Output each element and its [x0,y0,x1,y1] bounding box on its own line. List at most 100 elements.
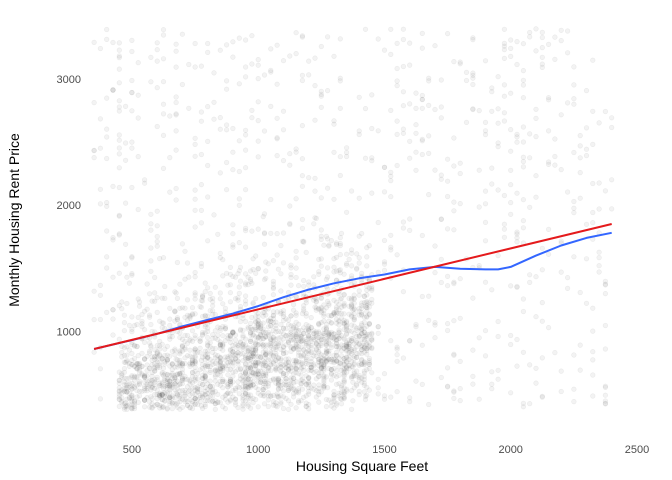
scatter-point [136,362,143,368]
scatter-point [293,366,299,372]
scatter-point [174,316,180,322]
scatter-point [316,382,322,388]
scatter-point [514,231,520,237]
scatter-point [179,361,185,367]
scatter-point [313,305,319,311]
scatter-point [326,302,332,308]
scatter-point [400,130,407,136]
x-tick-label: 2000 [498,444,522,456]
scatter-point [495,333,501,340]
scatter-point [184,402,191,409]
scatter-point [296,321,302,327]
scatter-point [177,348,183,354]
scatter-point [457,160,463,166]
scatter-point [173,290,179,296]
scatter-point [564,285,571,292]
scatter-point [338,304,345,310]
scatter-point [177,388,183,394]
scatter-point [354,340,360,346]
scatter-point [258,341,264,347]
scatter-point [400,36,407,43]
scatter-point [344,354,350,360]
scatter-point [202,289,208,295]
scatter-point [337,296,343,302]
scatter-point [337,78,343,84]
scatter-point [250,351,256,357]
scatter-point [258,321,264,327]
scatter-point [182,398,188,405]
scatter-point [298,365,304,371]
scatter-point [224,86,230,92]
scatter-point [349,348,355,354]
scatter-point [318,306,324,312]
scatter-point [268,378,274,384]
scatter-point [361,349,367,355]
scatter-point [318,336,324,342]
scatter-point [293,343,299,350]
scatter-point [577,289,583,296]
scatter-point [283,361,289,367]
scatter-point [539,44,545,51]
scatter-point [558,238,564,244]
scatter-point [476,204,482,210]
scatter-point [202,376,208,382]
scatter-point [270,312,277,319]
scatter-point [291,323,297,329]
scatter-point [217,341,223,347]
scatter-point [419,151,425,158]
scatter-point [394,78,400,84]
scatter-point [142,397,148,403]
scatter-point [400,63,407,70]
scatter-point [564,100,571,106]
scatter-point [602,346,609,352]
scatter-point [126,363,132,370]
scatter-point [407,40,413,46]
scatter-point [124,300,130,307]
scatter-point [147,291,153,297]
scatter-point [240,395,246,401]
scatter-point [147,340,153,346]
scatter-point [121,312,127,318]
scatter-point [419,293,425,300]
scatter-point [489,386,495,392]
scatter-point [255,322,261,329]
scatter-point [177,359,183,366]
scatter-point [243,132,249,138]
scatter-point [253,327,259,333]
scatter-point [520,218,527,224]
scatter-point [189,361,196,367]
scatter-point [318,236,324,242]
scatter-point [293,146,299,152]
scatter-point [225,335,231,341]
scatter-point [312,304,318,310]
scatter-point [361,293,367,300]
scatter-point [298,327,304,334]
scatter-point [149,362,155,368]
scatter-point [354,354,360,361]
scatter-point [154,351,160,357]
scatter-point [301,364,307,370]
scatter-point [136,299,143,305]
scatter-point [346,295,352,302]
scatter-point [243,64,249,70]
scatter-point [432,335,438,341]
scatter-point [116,388,122,394]
scatter-point [167,322,173,329]
scatter-point [501,40,508,47]
scatter-point [142,374,148,381]
scatter-point [265,318,271,325]
scatter-point [255,404,261,410]
scatter-point [245,358,251,364]
scatter-point [293,379,299,385]
scatter-point [144,306,150,312]
scatter-point [202,353,208,360]
scatter-point [275,381,282,388]
scatter-point [344,261,350,267]
scatter-point [243,147,249,153]
scatter-point [167,399,173,405]
scatter-point [189,354,196,360]
scatter-point [227,378,233,384]
scatter-point [142,404,148,410]
scatter-point [198,357,204,364]
scatter-point [590,141,596,147]
